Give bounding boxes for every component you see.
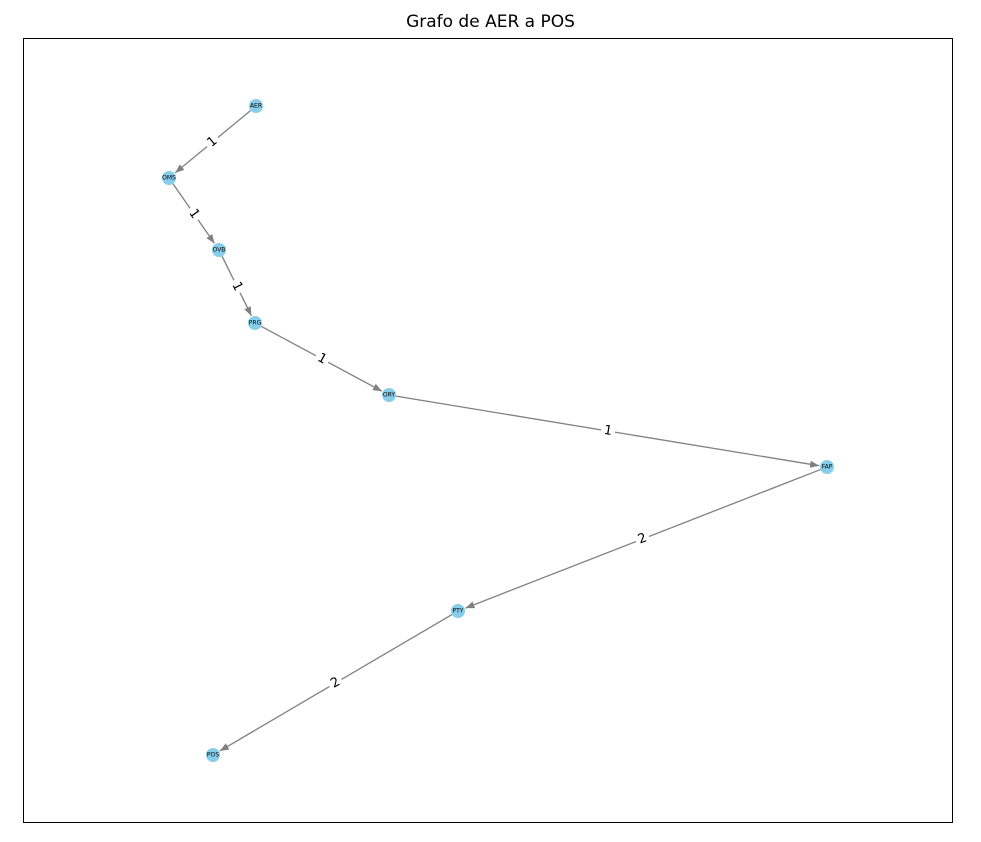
edge-weight-label: 1 xyxy=(603,423,614,439)
edge-label-background xyxy=(202,131,223,153)
node-label-fap: FAP xyxy=(822,464,833,471)
node-ovb xyxy=(212,243,226,257)
edge-label-group: 1 xyxy=(183,203,205,225)
node-pos xyxy=(206,748,220,762)
edge-label-background xyxy=(599,421,617,441)
node-label-ory: ORY xyxy=(383,392,396,399)
node-aer xyxy=(249,99,263,113)
node-ory xyxy=(382,388,396,402)
graph-title: Grafo de AER a POS xyxy=(406,12,575,32)
plot-frame xyxy=(23,38,953,823)
edges-layer xyxy=(172,109,821,752)
node-label-pty: PTY xyxy=(453,608,464,615)
edge-label-background xyxy=(312,348,332,370)
nodes-layer: AER OMS OVB PRG ORY FAP PTY POS xyxy=(162,99,834,762)
node-pty xyxy=(451,604,465,618)
edge-label-background xyxy=(325,672,346,694)
node-fap xyxy=(820,460,834,474)
edge-labels-layer: 1 1 1 1 1 2 2 xyxy=(183,131,652,694)
edge-label-background xyxy=(633,529,652,549)
node-label-oms: OMS xyxy=(162,175,176,182)
node-label-prg: PRG xyxy=(249,320,262,327)
node-prg xyxy=(248,316,262,330)
node-label-pos: POS xyxy=(207,752,219,759)
edge-label-group: 1 xyxy=(202,131,223,153)
edge-label-background xyxy=(183,203,205,225)
edge-label-group: 1 xyxy=(312,348,332,370)
node-label-aer: AER xyxy=(250,103,262,110)
edge-label-group: 2 xyxy=(325,672,346,694)
node-label-ovb: OVB xyxy=(213,247,226,254)
edge-label-group: 1 xyxy=(226,276,248,297)
node-oms xyxy=(162,171,176,185)
edge-label-background xyxy=(226,276,248,297)
edge-label-group: 2 xyxy=(633,529,652,549)
edge-label-group: 1 xyxy=(599,421,617,441)
